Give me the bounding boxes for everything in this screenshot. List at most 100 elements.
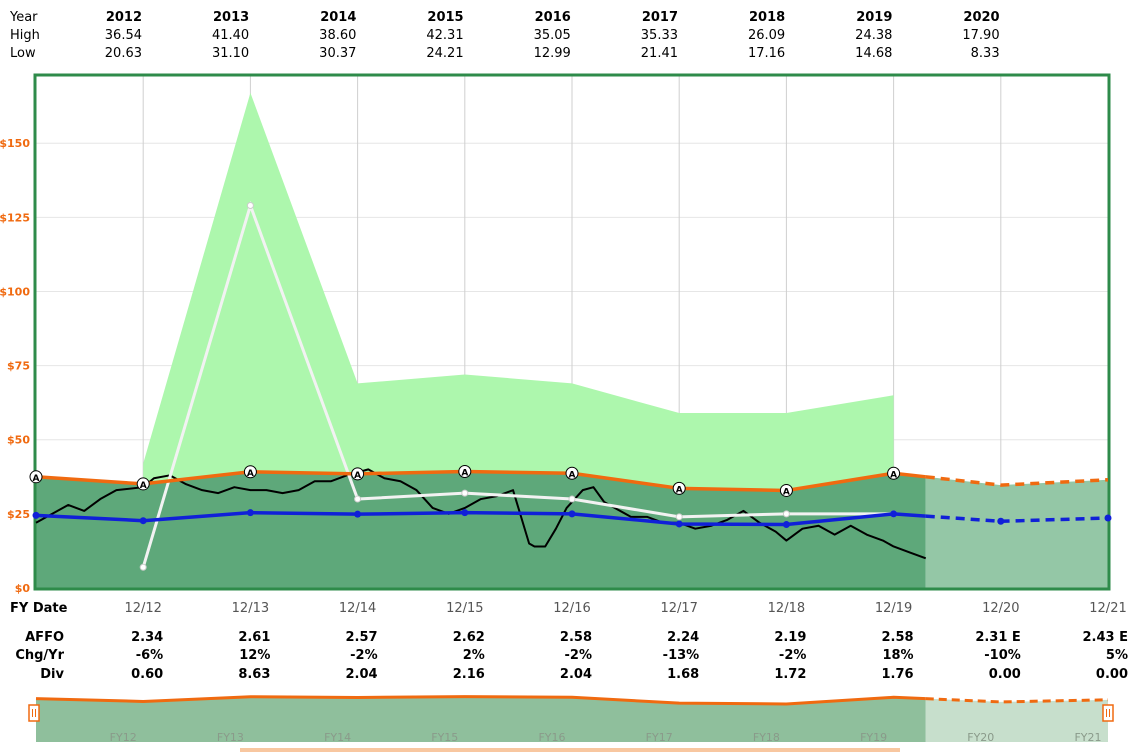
stats-high-value: 41.40 [211,28,250,43]
marker-a-icon [458,464,472,478]
div-value: 1.68 [667,667,699,682]
navigator-label: FY17 [646,731,673,744]
normal-pe-point [139,563,147,571]
div-value: 8.63 [238,667,270,682]
y-tick-label: $50 [7,434,30,447]
y-tick-label: $25 [7,508,30,521]
marker-a-label: A [247,469,254,479]
normal-pe-point [354,495,362,503]
x-tick-label: 12/21 [1089,601,1126,616]
earnings-area [36,471,926,588]
blue-point [568,510,576,518]
normal-pe-point [568,495,576,503]
stats-high-value: 36.54 [104,28,142,43]
forecast-area [925,476,1108,588]
stats-year-value: 2018 [749,10,786,25]
chg-yr-value: -2% [350,648,377,663]
chg-yr-value: 18% [882,648,913,663]
chg-yr-value: -10% [984,648,1021,663]
stats-high-value: 35.33 [640,28,678,43]
normal-pe-point [675,513,683,521]
x-tick-label: 12/16 [553,601,590,616]
stats-high-value: 35.05 [533,28,571,43]
y-tick-label: $125 [0,211,30,224]
x-axis-title: FY Date [10,601,68,616]
navigator-label: FY18 [753,731,780,744]
marker-a-label: A [354,471,361,481]
normal-pe-point [782,510,790,518]
navigator-label: FY14 [324,731,351,744]
stats-year-value: 2020 [963,10,1000,25]
y-tick-label: $100 [0,285,30,298]
div-value: 0.00 [1096,667,1128,682]
navigator-label: FY16 [538,731,565,744]
stats-low-value: 31.10 [211,46,250,61]
affo-label: AFFO [25,630,64,645]
marker-a-label: A [140,481,147,491]
marker-a-label: A [890,470,897,480]
affo-value: 2.34 [131,630,163,645]
plot-frame [33,73,1111,591]
navigator-label: FY13 [217,731,244,744]
affo-line [35,469,926,493]
normal-pe-line [141,200,894,568]
blue-point [997,517,1005,525]
navigator-label: FY20 [967,731,994,744]
navigator-label: FY12 [110,731,137,744]
blue-point [461,509,469,517]
x-tick-label: 12/13 [232,601,269,616]
affo-value: 2.62 [453,630,485,645]
y-tick-label: $0 [15,582,31,595]
chg-yr-value: -2% [565,648,592,663]
affo-value: 2.61 [238,630,270,645]
affo-value: 2.58 [882,630,914,645]
stats-low-value: 17.16 [747,46,786,61]
affo-value: 2.43 E [1083,630,1128,645]
stats-year-value: 2012 [105,10,142,25]
stats-low-value: 24.21 [426,46,464,61]
stats-low-value: 12.99 [533,46,571,61]
normal-pe-point [246,202,254,209]
low-row-label: Low [10,46,36,61]
x-tick-label: 12/20 [982,601,1019,616]
y-tick-label: $75 [7,360,30,373]
stats-high-value: 26.09 [747,28,786,43]
chg-yr-value: 2% [463,648,485,663]
div-value: 0.60 [131,667,163,682]
div-value: 1.76 [882,667,914,682]
marker-a-label: A [33,474,40,484]
navigator-right-handle[interactable] [1102,704,1114,722]
chg-yr-value: 12% [239,648,270,663]
blue-point [1104,514,1112,522]
blue-point [890,510,898,518]
stats-low-value: 30.37 [319,46,357,61]
chg-yr-value: -2% [779,648,806,663]
marker-a-icon [672,481,686,495]
blue-point [246,509,254,517]
blue-point [675,520,683,528]
stats-high-value: 38.60 [319,28,357,43]
navigator-label: FY15 [431,731,458,744]
div-value: 2.04 [346,667,378,682]
blue-point [139,517,147,525]
stats-year-value: 2014 [320,10,357,25]
navigator-left-handle[interactable] [28,704,40,722]
stats-low-value: 8.33 [970,46,1000,61]
normal-pe-point [461,489,469,497]
stats-year-value: 2013 [213,10,250,25]
blue-point [354,510,362,518]
navigator-label: FY19 [860,731,887,744]
marker-a-icon [136,477,150,491]
navigator-scrollbar[interactable] [240,748,900,752]
chg-yr-label: Chg/Yr [15,648,64,663]
marker-a-icon [565,466,579,480]
affo-value: 2.24 [667,630,699,645]
marker-a-icon [779,483,793,497]
marker-a-label: A [676,485,683,495]
div-value: 2.16 [453,667,485,682]
stats-year-value: 2015 [427,10,464,25]
marker-a-icon [887,466,901,480]
navigator-label: FY21 [1074,731,1101,744]
div-label: Div [40,667,64,682]
